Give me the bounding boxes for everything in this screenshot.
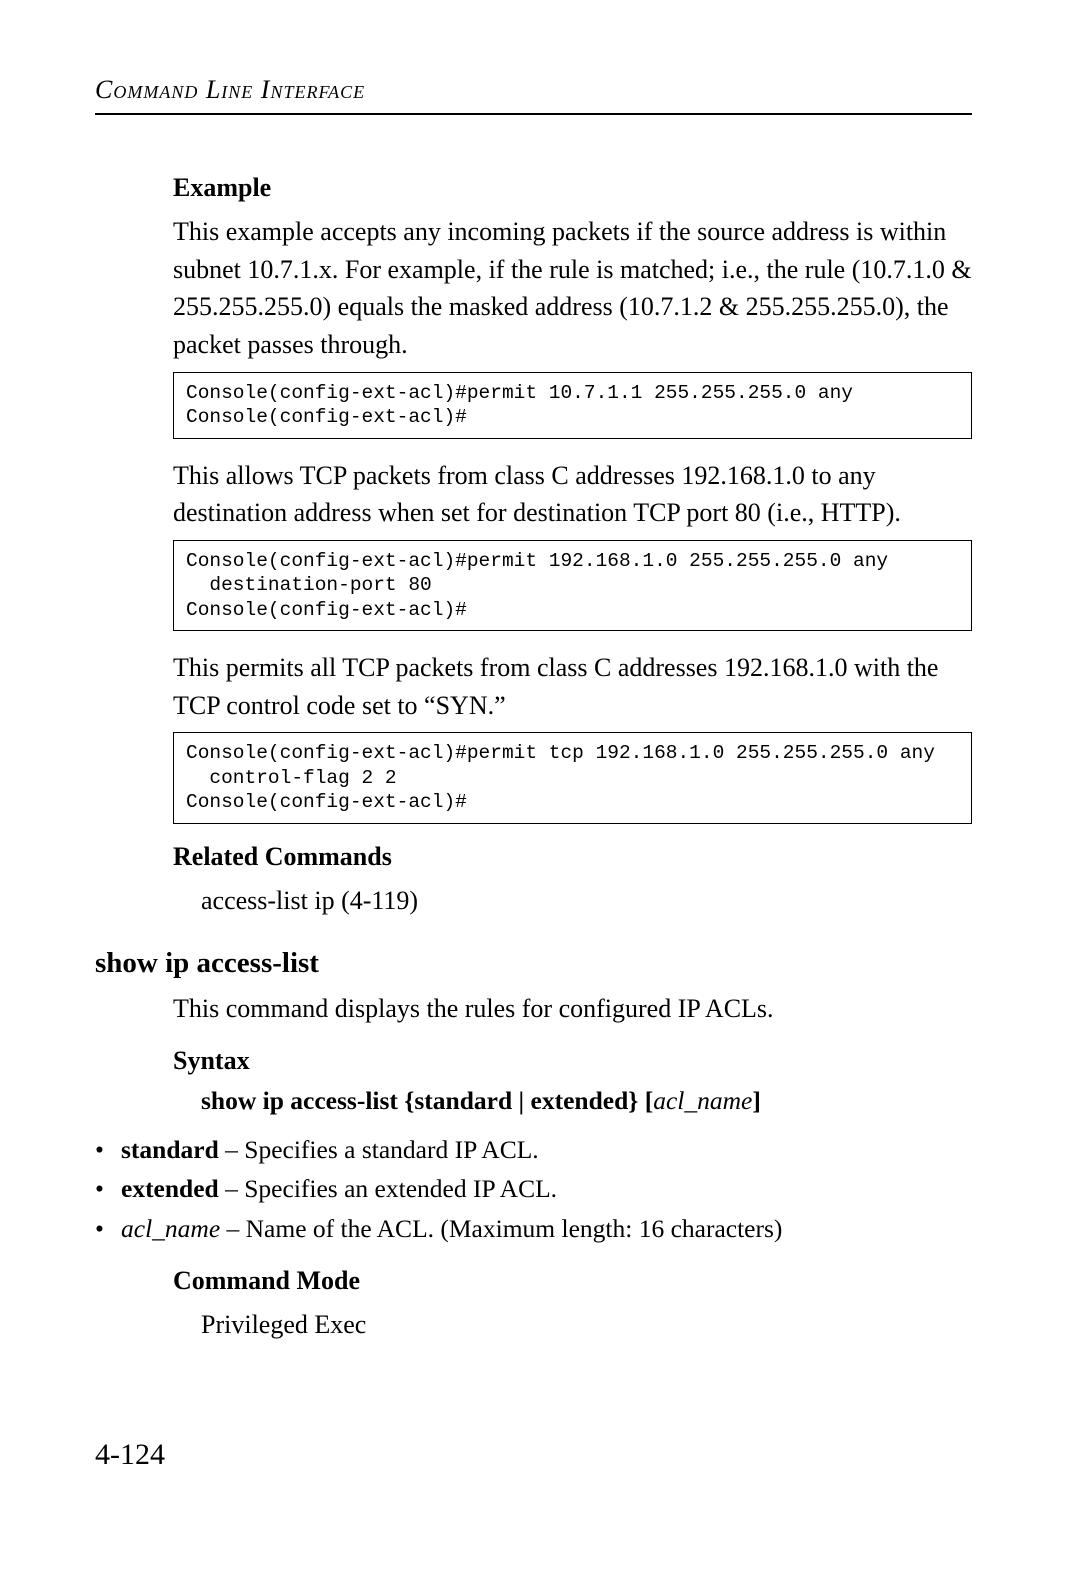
bullet-extended-term: extended [121, 1174, 219, 1203]
syntax-pipe: | [512, 1086, 530, 1115]
running-head-text: Command Line Interface [95, 75, 365, 104]
page-number: 4-124 [95, 1438, 165, 1472]
example-code-3: Console(config-ext-acl)#permit tcp 192.1… [173, 732, 972, 823]
syntax-opt-extended: extended [531, 1086, 629, 1115]
bullet-standard: standard – Specifies a standard IP ACL. [95, 1130, 972, 1170]
example-p2: This allows TCP packets from class C add… [173, 457, 972, 532]
example-code-1: Console(config-ext-acl)#permit 10.7.1.1 … [173, 372, 972, 439]
syntax-bracket-close: ] [752, 1086, 761, 1115]
command-mode-value: Privileged Exec [201, 1306, 972, 1344]
example-p1: This example accepts any incoming packet… [173, 213, 972, 364]
command-name-heading: show ip access-list [95, 947, 972, 980]
related-heading: Related Commands [173, 842, 972, 872]
bullet-standard-term: standard [121, 1135, 219, 1164]
bullet-aclname-rest: – Name of the ACL. (Maximum length: 16 c… [220, 1214, 782, 1243]
syntax-brace-open: { [404, 1086, 414, 1115]
bullet-extended-rest: – Specifies an extended IP ACL. [219, 1174, 557, 1203]
syntax-heading: Syntax [173, 1046, 972, 1076]
example-heading: Example [173, 173, 972, 203]
syntax-line: show ip access-list {standard | extended… [201, 1086, 972, 1116]
syntax-brace-close: } [628, 1086, 638, 1115]
related-item: access-list ip (4-119) [201, 882, 972, 920]
bullet-aclname-term: acl_name [121, 1214, 220, 1243]
bullet-aclname: acl_name – Name of the ACL. (Maximum len… [95, 1209, 972, 1249]
bullet-standard-rest: – Specifies a standard IP ACL. [219, 1135, 539, 1164]
syntax-arg-aclname: acl_name [653, 1086, 752, 1115]
page: Command Line Interface Example This exam… [0, 0, 1080, 1344]
example-p3: This permits all TCP packets from class … [173, 649, 972, 724]
header-rule [95, 113, 972, 115]
command-mode-heading: Command Mode [173, 1266, 972, 1296]
command-description: This command displays the rules for conf… [173, 990, 972, 1028]
syntax-bullets: standard – Specifies a standard IP ACL. … [95, 1130, 972, 1249]
bullet-extended: extended – Specifies an extended IP ACL. [95, 1169, 972, 1209]
running-head: Command Line Interface [95, 75, 972, 105]
syntax-opt-standard: standard [414, 1086, 512, 1115]
syntax-cmd: show ip access-list [201, 1086, 404, 1115]
syntax-bracket-open: [ [645, 1086, 654, 1115]
example-code-2: Console(config-ext-acl)#permit 192.168.1… [173, 540, 972, 631]
